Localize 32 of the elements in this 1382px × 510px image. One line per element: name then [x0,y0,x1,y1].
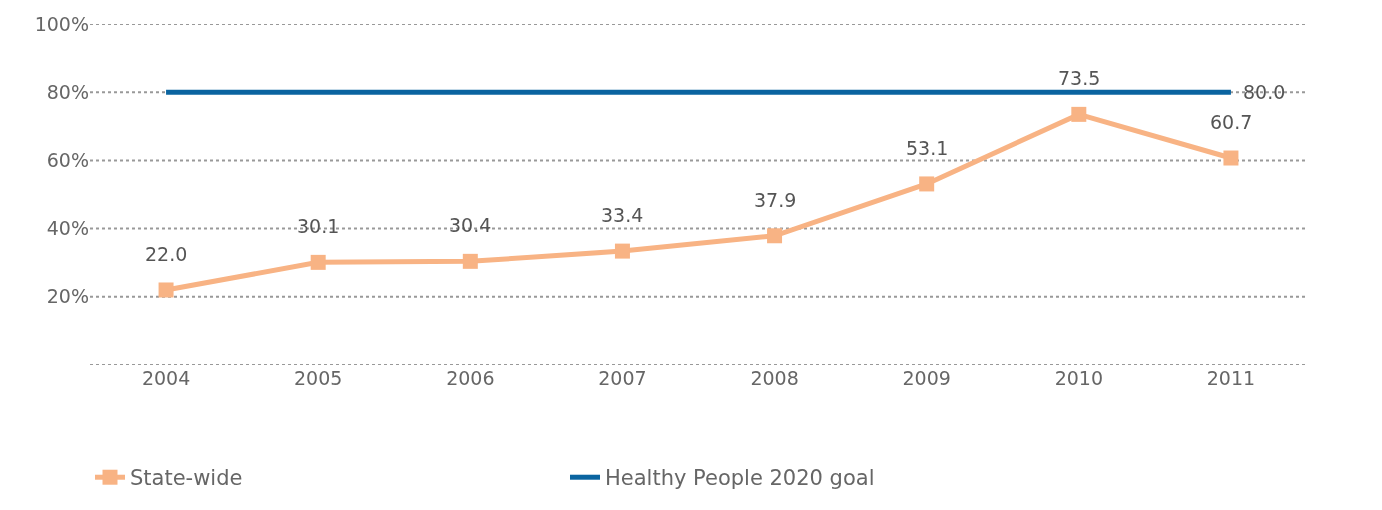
x-tick-label: 2005 [294,367,343,389]
x-tick-label: 2011 [1206,367,1256,389]
data-label: 60.7 [1210,111,1253,133]
data-label: 33.4 [601,204,644,226]
y-tick-label: 60% [46,149,89,172]
data-label: 22.0 [145,243,188,265]
data-label: 80.0 [1243,81,1286,103]
y-tick-label: 80% [46,80,89,103]
data-label: 53.1 [906,137,949,159]
point [614,243,630,259]
data-label: 30.1 [297,215,340,237]
point [767,228,783,244]
point [462,253,478,269]
x-tick-label: 2009 [902,367,951,389]
point [1223,150,1239,166]
data-label: 37.9 [754,189,797,211]
x-tick-label: 2004 [141,367,191,389]
y-tick-label: 40% [46,217,89,240]
x-tick-label: 2006 [446,367,495,389]
point [158,282,174,298]
data-label: 30.4 [449,214,492,236]
legend-label: Healthy People 2020 goal [605,466,875,491]
x-tick-label: 2010 [1054,367,1103,389]
point [919,176,935,192]
y-tick-label: 20% [46,285,89,308]
x-tick-label: 2007 [598,367,647,389]
point [310,254,326,270]
y-tick-label: 100% [34,12,89,35]
data-label: 73.5 [1058,67,1101,89]
point [1071,106,1087,122]
legend-label: State-wide [130,466,243,491]
x-tick-label: 2008 [750,367,799,389]
